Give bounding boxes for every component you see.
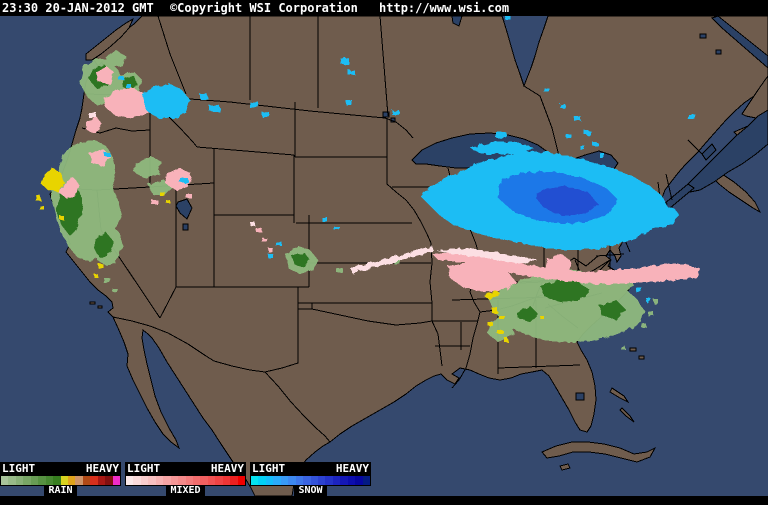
snow-scale-title: SNOW	[294, 486, 327, 496]
quebec-lakes	[699, 33, 722, 55]
legend-mixed: LIGHT HEAVY MIXED	[125, 462, 246, 496]
snow-heavy-cells	[536, 186, 598, 216]
mixed-light-label: LIGHT	[127, 462, 161, 475]
rain-scale-title: RAIN	[44, 486, 77, 496]
rain-intense-cells	[36, 168, 544, 342]
url-text: http://www.wsi.com	[379, 1, 510, 15]
strait-belle-isle	[711, 16, 768, 69]
lake-winnipeg	[451, 16, 463, 27]
radar-map	[0, 16, 768, 496]
mixed-scale-title: MIXED	[166, 486, 205, 496]
bay-of-fundy	[701, 143, 717, 161]
snow-color-scale	[250, 475, 371, 486]
legend-rain: LIGHT HEAVY RAIN	[0, 462, 121, 496]
rain-light-label: LIGHT	[2, 462, 36, 475]
rain-heavy-label: HEAVY	[85, 462, 119, 475]
bahamas	[609, 347, 645, 423]
title-bar: 23:30 20-JAN-2012 GMT ©Copyright WSI Cor…	[0, 0, 768, 16]
mixed-light-cells	[88, 112, 538, 273]
precip-legend: LIGHT HEAVY RAIN LIGHT HEAVY MIXED LIGHT…	[0, 462, 371, 496]
mixed-heavy-label: HEAVY	[210, 462, 244, 475]
channel-islands	[89, 301, 103, 309]
north-america-radar-svg	[0, 16, 768, 496]
timestamp-text: 23:30 20-JAN-2012 GMT	[2, 1, 154, 15]
rain-heavy-cells	[56, 64, 626, 322]
snow-light-label: LIGHT	[252, 462, 286, 475]
vancouver-island	[85, 17, 135, 61]
isla-juventud	[559, 463, 571, 471]
copyright-text: ©Copyright WSI Corporation	[169, 1, 358, 15]
rain-color-scale	[0, 475, 121, 486]
precipitation-overlay	[36, 16, 700, 349]
mixed-color-scale	[125, 475, 246, 486]
gulf-st-lawrence	[687, 109, 768, 193]
legend-snow: LIGHT HEAVY SNOW	[250, 462, 371, 496]
cuba	[541, 441, 657, 463]
snow-heavy-label: HEAVY	[335, 462, 369, 475]
newfoundland	[741, 75, 768, 119]
lake-okeechobee	[575, 392, 585, 401]
